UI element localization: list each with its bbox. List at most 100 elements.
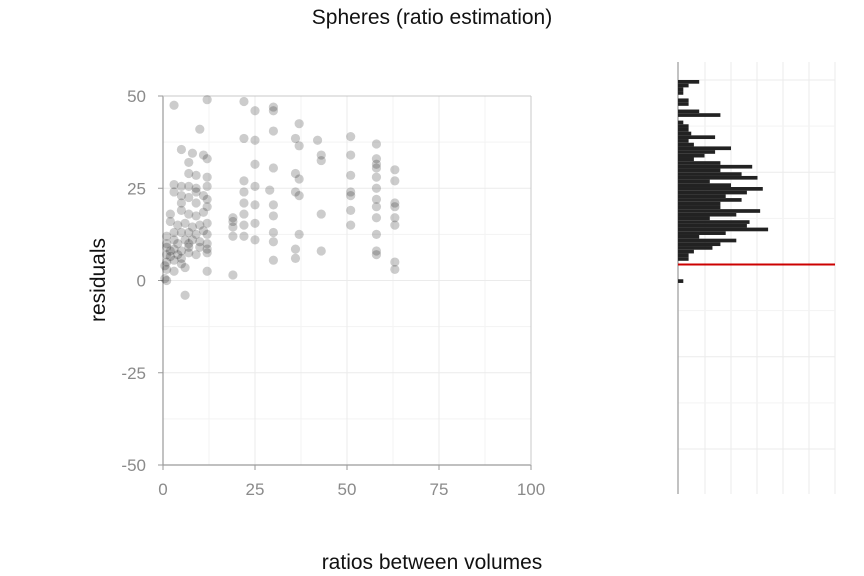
data-point [176,181,186,192]
x-tick-label: 0 [158,480,167,499]
data-point [202,239,212,249]
x-tick-label: 25 [246,480,265,499]
data-point [371,163,382,173]
data-point [390,198,400,208]
data-point [173,239,183,249]
histogram-bar [678,201,721,206]
data-point [202,95,212,105]
histogram-bar [678,83,689,88]
data-point [268,163,278,173]
data-point [290,133,301,144]
data-point [191,183,201,193]
data-point [169,179,179,190]
data-point [239,187,249,197]
x-tick-label: 100 [517,480,545,499]
data-point [162,275,172,286]
histogram-bar [678,223,747,228]
data-point [268,237,278,247]
histogram-bar [678,175,758,180]
data-point [180,235,190,245]
data-point [290,253,301,263]
data-point [176,191,186,201]
data-point [371,172,382,182]
histogram-bar [678,216,710,221]
histogram-bar [678,234,700,239]
data-point [202,266,212,276]
data-point [195,124,205,134]
y-axis-title: residuals [87,238,110,322]
data-point [195,237,205,247]
data-point [162,257,172,267]
data-point [184,168,194,179]
histogram-bar [678,205,721,210]
x-tick-label: 50 [338,480,357,499]
data-point [202,154,212,164]
scatter-points [160,95,400,300]
x-axis-title: ratios between volumes [322,551,543,574]
data-point [173,250,183,260]
y-axis-ticks: 50 25 0 -25 -50 [121,87,146,475]
data-point [390,213,400,223]
data-point [371,202,382,212]
data-point [195,242,205,252]
histogram-bar [678,249,694,254]
data-point [294,191,304,201]
histogram-bar [678,146,731,151]
histogram-bar [678,87,684,92]
data-point [169,227,179,238]
data-point [198,207,209,217]
data-point [239,133,249,144]
data-point [268,211,278,221]
data-point [202,229,212,239]
histogram-bar [678,161,721,165]
y-tick-label: 25 [127,179,146,198]
histogram-bar [678,153,705,158]
data-point [184,239,194,249]
data-point [202,244,212,254]
histogram-bars [678,80,769,283]
x-axis-ticks: 0 25 50 75 100 [158,480,545,499]
histogram-bar [678,231,726,235]
data-point [268,255,278,265]
histogram-bar [678,198,742,202]
histogram-bar [678,91,684,95]
data-point [162,250,172,260]
data-point [371,246,382,256]
data-point [165,251,175,262]
data-point [176,205,186,215]
histogram-bar [678,120,684,125]
data-point [169,266,179,276]
data-point [162,231,172,241]
data-point [294,119,304,129]
histogram-bar [678,135,716,140]
data-point [312,135,323,145]
x-tick-label: 75 [430,480,449,499]
data-point [390,165,400,175]
data-point [176,227,186,238]
histogram-bar [678,124,689,128]
data-point [390,176,400,186]
data-point [250,106,260,116]
data-point [228,213,238,223]
data-point [228,270,238,280]
data-point [169,244,179,254]
histogram-bar [678,253,689,258]
data-point [239,176,249,186]
data-point [169,187,179,197]
data-point [371,250,382,260]
data-point [239,220,249,230]
data-point [268,126,278,136]
data-point [268,227,278,238]
data-point [202,248,212,258]
data-point [180,290,190,300]
data-point [294,174,304,184]
data-point [180,262,190,273]
histogram-bar [678,212,737,217]
histogram-bar [678,157,694,162]
y-tick-label: 0 [137,272,146,291]
data-point [390,220,400,230]
data-point [371,213,382,223]
data-point [316,155,326,166]
data-point [202,218,212,228]
histogram-bar [678,246,713,250]
